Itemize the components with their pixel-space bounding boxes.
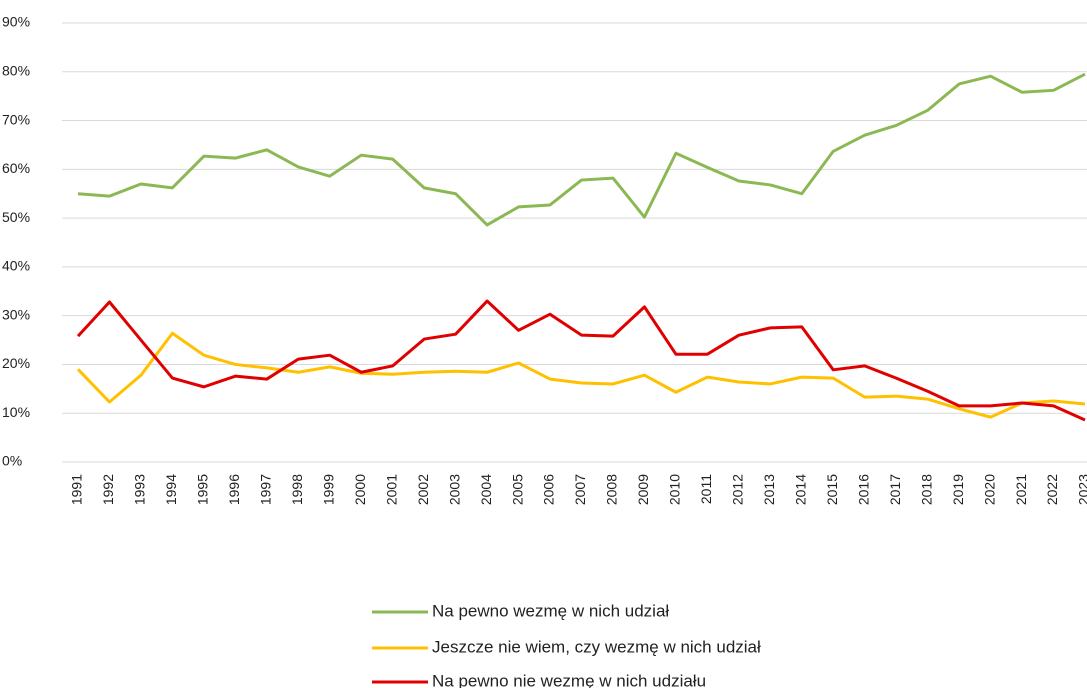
x-tick-label: 2018 [918,474,934,505]
x-tick-label: 2015 [824,474,840,505]
x-tick-label: 2012 [730,474,746,505]
y-tick-label: 70% [2,111,30,127]
x-tick-label: 1996 [226,474,242,505]
x-tick-label: 1992 [100,474,116,505]
y-tick-label: 10% [2,404,30,420]
legend-label: Jeszcze nie wiem, czy wezmę w nich udzia… [432,637,761,656]
y-tick-label: 80% [2,62,30,78]
x-tick-label: 2001 [383,474,399,505]
x-tick-label: 1998 [289,474,305,505]
x-tick-label: 1995 [195,474,211,505]
x-tick-label: 2020 [981,474,997,505]
x-tick-label: 2011 [698,474,714,504]
x-tick-label: 2009 [635,474,651,505]
y-tick-label: 40% [2,258,30,274]
x-tick-label: 2021 [1013,474,1029,505]
legend-label: Na pewno nie wezmę w nich udziału [432,671,706,688]
y-tick-label: 30% [2,306,30,322]
x-tick-label: 1991 [69,474,85,505]
x-tick-label: 2016 [855,474,871,505]
x-tick-label: 2008 [604,474,620,505]
x-tick-label: 2007 [572,474,588,505]
y-tick-label: 20% [2,355,30,371]
x-tick-label: 2005 [509,474,525,505]
legend-label: Na pewno wezmę w nich udział [432,601,669,620]
y-tick-label: 60% [2,160,30,176]
x-tick-label: 2019 [950,474,966,505]
x-tick-label: 2022 [1044,474,1060,505]
x-tick-label: 1997 [258,474,274,505]
series-line [77,72,1086,227]
x-tick-label: 1993 [132,474,148,505]
x-tick-label: 2013 [761,474,777,505]
x-tick-label: 2023 [1076,474,1087,505]
x-tick-label: 1999 [320,474,336,505]
x-tick-label: 1994 [163,474,179,505]
x-tick-label: 2014 [792,474,808,505]
x-tick-label: 2017 [887,474,903,505]
y-tick-label: 50% [2,209,30,225]
series-line [76,299,1086,422]
y-tick-label: 90% [2,14,30,30]
x-tick-label: 2000 [352,474,368,505]
x-tick-label: 2003 [446,474,462,505]
y-tick-label: 0% [2,453,22,469]
x-tick-label: 2002 [415,474,431,505]
x-tick-label: 2010 [667,474,683,505]
x-tick-label: 2006 [541,474,557,505]
series-line [76,331,1086,419]
x-tick-label: 2004 [478,474,494,505]
